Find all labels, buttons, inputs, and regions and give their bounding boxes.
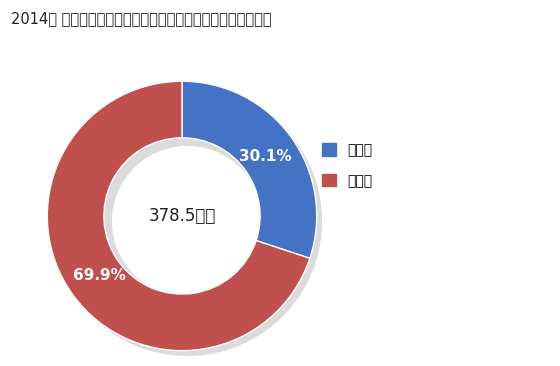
Text: 378.5億円: 378.5億円 xyxy=(148,207,216,225)
Wedge shape xyxy=(182,81,317,258)
Wedge shape xyxy=(188,87,322,264)
Wedge shape xyxy=(53,87,315,356)
Text: 69.9%: 69.9% xyxy=(73,268,125,283)
Text: 2014年 商業年間商品販売額にしめる卧売業と小売業のシェア: 2014年 商業年間商品販売額にしめる卧売業と小売業のシェア xyxy=(11,11,272,26)
Text: 30.1%: 30.1% xyxy=(239,149,291,164)
Wedge shape xyxy=(47,81,310,351)
Legend: 卧売業, 小売業: 卧売業, 小売業 xyxy=(317,138,378,193)
